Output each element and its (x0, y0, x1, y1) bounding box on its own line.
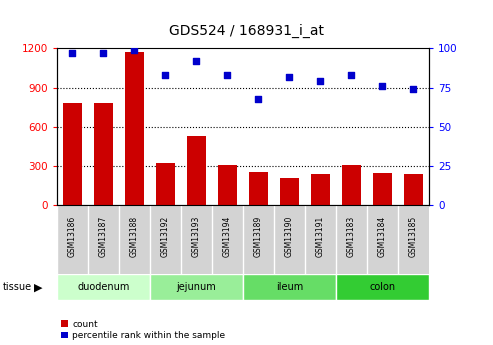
Bar (187, 136, 206, 205)
Point (348, 72, 355, 78)
Bar (125, 51, 143, 205)
Text: GDS524 / 168931_i_at: GDS524 / 168931_i_at (169, 24, 324, 38)
Text: colon: colon (369, 282, 395, 292)
Text: ▶: ▶ (34, 282, 42, 292)
Text: GSM13192: GSM13192 (161, 216, 170, 257)
Text: duodenum: duodenum (77, 282, 129, 292)
Point (99, 50, 107, 56)
Bar (150, 274, 243, 300)
Text: GSM13189: GSM13189 (254, 216, 263, 257)
Text: GSM13191: GSM13191 (316, 216, 325, 257)
Bar (156, 164, 175, 205)
Text: GSM13186: GSM13186 (68, 216, 77, 257)
Bar (336, 274, 429, 300)
Text: GSM13184: GSM13184 (378, 216, 387, 257)
Point (317, 79, 324, 84)
Text: GSM13187: GSM13187 (99, 216, 108, 257)
Point (410, 86, 418, 92)
Point (254, 96, 262, 101)
Text: GSM13188: GSM13188 (130, 216, 139, 257)
Bar (243, 274, 336, 300)
Text: ileum: ileum (276, 282, 303, 292)
Bar (218, 165, 237, 205)
Bar (342, 165, 361, 205)
Text: GSM13190: GSM13190 (285, 216, 294, 257)
Bar (63, 103, 81, 205)
Bar (94, 103, 112, 205)
Point (68, 50, 76, 56)
Bar (249, 172, 268, 205)
Point (192, 58, 200, 63)
Text: GSM13193: GSM13193 (192, 216, 201, 257)
Point (223, 72, 231, 78)
Bar (57, 274, 150, 300)
Text: GSM13183: GSM13183 (347, 216, 356, 257)
Point (161, 72, 169, 78)
Text: GSM13194: GSM13194 (223, 216, 232, 257)
Bar (373, 172, 391, 205)
Bar (311, 174, 330, 205)
Point (285, 74, 293, 79)
Text: GSM13185: GSM13185 (409, 216, 418, 257)
Bar (280, 178, 299, 205)
Point (130, 47, 138, 53)
Point (379, 83, 387, 89)
Bar (404, 174, 423, 205)
Text: tissue: tissue (2, 282, 32, 292)
Text: jejunum: jejunum (176, 282, 216, 292)
Legend: count, percentile rank within the sample: count, percentile rank within the sample (61, 320, 225, 341)
